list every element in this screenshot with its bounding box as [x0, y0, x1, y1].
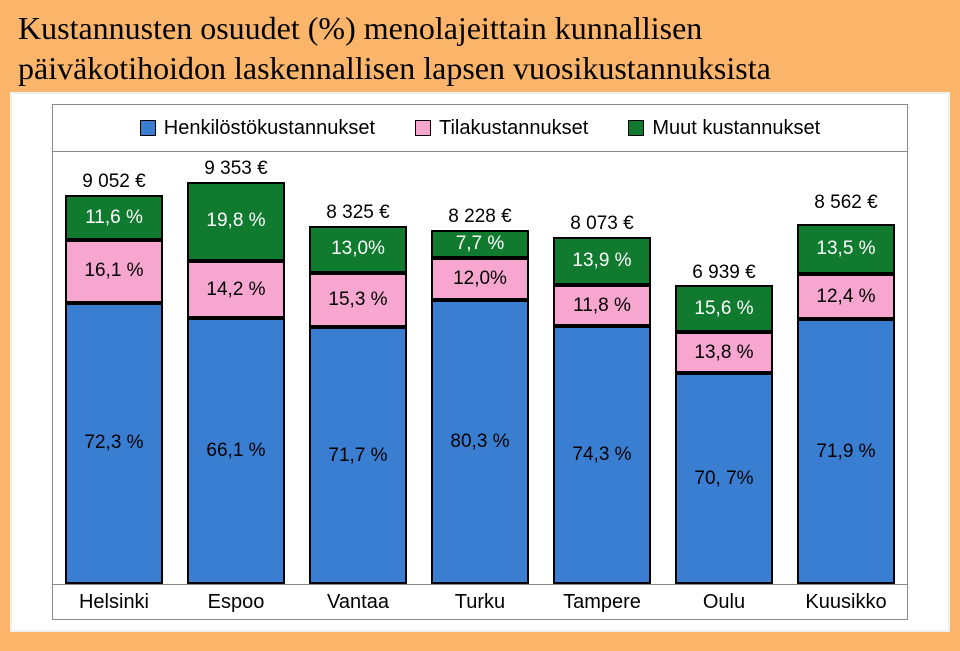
x-category-label: Turku — [431, 591, 529, 614]
bar-total-label: 8 228 € — [431, 206, 529, 228]
bar-total-label: 9 353 € — [187, 158, 285, 180]
x-category-label: Espoo — [187, 591, 285, 614]
bar-segment-bottom: 80,3 % — [431, 300, 529, 584]
bar-column: 8 562 € 13,5 %12,4 %71,9 % — [797, 152, 895, 584]
bar-segment-top: 13,0% — [309, 226, 407, 273]
bar-total-label: 8 562 € — [797, 192, 895, 214]
bar-segment-top: 13,5 % — [797, 224, 895, 274]
bar-segment-top: 19,8 % — [187, 182, 285, 262]
bar-column: 9 353 €19,8 %14,2 %66,1 % — [187, 152, 285, 584]
legend-item-1: Henkilöstökustannukset — [140, 117, 375, 140]
legend-swatch-1 — [140, 120, 156, 136]
page-title: Kustannusten osuudet (%) menolajeittain … — [10, 8, 950, 92]
legend-swatch-2 — [415, 120, 431, 136]
bar-segment-bottom: 71,7 % — [309, 327, 407, 584]
bar-column: 8 325 €13,0%15,3 %71,7 % — [309, 152, 407, 584]
bar-segment-bottom: 72,3 % — [65, 303, 163, 584]
legend-label-2: Tilakustannukset — [439, 117, 588, 140]
x-category-label: Helsinki — [65, 591, 163, 614]
x-category-label: Kuusikko — [797, 591, 895, 614]
bar-segment-bottom: 70, 7% — [675, 373, 773, 584]
legend-swatch-3 — [628, 120, 644, 136]
x-category-label: Vantaa — [309, 591, 407, 614]
title-line-2: päiväkotihoidon laskennallisen lapsen vu… — [18, 50, 771, 86]
legend-label-3: Muut kustannukset — [652, 117, 820, 140]
bar-segment-mid: 13,8 % — [675, 332, 773, 373]
bar-segment-bottom: 66,1 % — [187, 318, 285, 584]
bar-segment-top: 13,9 % — [553, 237, 651, 285]
legend-label-1: Henkilöstökustannukset — [164, 117, 375, 140]
bar-segment-top: 7,7 % — [431, 230, 529, 257]
bars-container: 9 052 €11,6 %16,1 %72,3 %9 353 €19,8 %14… — [53, 152, 907, 584]
bar-segment-bottom: 71,9 % — [797, 319, 895, 584]
bar-column: 6 939 €15,6 %13,8 %70, 7% — [675, 152, 773, 584]
bar-segment-mid: 11,8 % — [553, 285, 651, 326]
bar-segment-top: 15,6 % — [675, 285, 773, 332]
legend-item-3: Muut kustannukset — [628, 117, 820, 140]
bar-total-label: 9 052 € — [65, 171, 163, 193]
legend-item-2: Tilakustannukset — [415, 117, 588, 140]
plot-area: 9 052 €11,6 %16,1 %72,3 %9 353 €19,8 %14… — [53, 151, 907, 585]
chart-legend: Henkilöstökustannukset Tilakustannukset … — [53, 105, 907, 151]
x-category-label: Tampere — [553, 591, 651, 614]
bar-column: 9 052 €11,6 %16,1 %72,3 % — [65, 152, 163, 584]
x-axis: Helsinki Espoo Vantaa Turku Tampere Oulu Kuusi… — [53, 585, 907, 619]
bar-segment-mid: 12,4 % — [797, 274, 895, 320]
x-category-label: Oulu — [675, 591, 773, 614]
bar-total-label: 8 073 € — [553, 213, 651, 235]
bar-segment-mid: 15,3 % — [309, 273, 407, 328]
bar-column: 8 073 €13,9 %11,8 %74,3 % — [553, 152, 651, 584]
bar-segment-bottom: 74,3 % — [553, 326, 651, 584]
title-line-1: Kustannusten osuudet (%) menolajeittain … — [18, 10, 702, 46]
bar-total-label: 8 325 € — [309, 202, 407, 224]
chart-panel: Henkilöstökustannukset Tilakustannukset … — [10, 92, 950, 632]
bar-column: 8 228 €7,7 %12,0%80,3 % — [431, 152, 529, 584]
bar-segment-mid: 16,1 % — [65, 240, 163, 303]
chart-frame: Henkilöstökustannukset Tilakustannukset … — [52, 104, 908, 620]
bar-segment-mid: 14,2 % — [187, 261, 285, 318]
page-root: Kustannusten osuudet (%) menolajeittain … — [0, 0, 960, 651]
bar-segment-mid: 12,0% — [431, 258, 529, 300]
bar-total-label: 6 939 € — [675, 262, 773, 284]
bar-segment-top: 11,6 % — [65, 195, 163, 240]
